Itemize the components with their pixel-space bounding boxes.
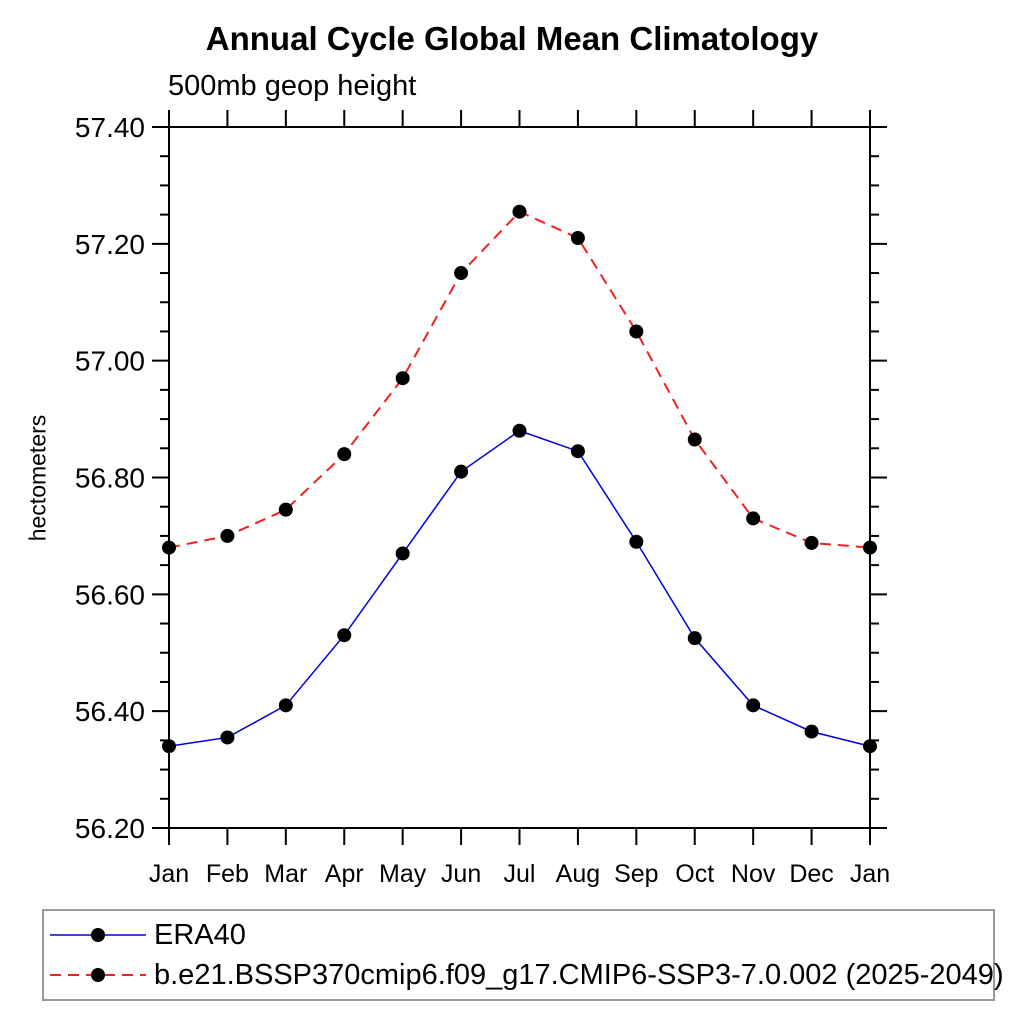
data-point-era40-may-4 [395, 546, 410, 561]
y-axis-tick-label: 57.40 [75, 112, 145, 143]
data-point-era40-mar-2 [278, 698, 293, 713]
data-point-model-mar-2 [278, 502, 293, 517]
y-axis-tick-label: 56.60 [75, 579, 145, 610]
data-point-era40-jul-6 [512, 423, 527, 438]
x-axis-tick-label: May [379, 860, 427, 888]
x-axis-tick-label: Apr [325, 860, 364, 888]
y-axis-tick-label: 56.20 [75, 813, 145, 844]
axis-frame [168, 126, 871, 829]
x-axis-tick-label: Jan [850, 860, 890, 888]
data-point-era40-nov-10 [746, 698, 761, 713]
data-point-era40-jun-5 [454, 464, 469, 479]
legend-marker-model [91, 968, 105, 982]
chart-title: Annual Cycle Global Mean Climatology [205, 20, 819, 57]
data-point-model-sep-8 [629, 324, 644, 339]
x-axis-tick-label: Oct [675, 860, 714, 888]
x-axis-tick-label: Aug [556, 860, 600, 888]
data-point-era40-aug-7 [570, 444, 585, 459]
legend-key-era40-line-sample [50, 928, 146, 942]
series-line-model [168, 210, 871, 549]
x-axis-tick-label: Sep [614, 860, 658, 888]
data-point-era40-oct-9 [687, 631, 702, 646]
x-axis-tick-label: Mar [264, 860, 307, 888]
data-point-era40-sep-8 [629, 534, 644, 549]
data-point-era40-jan-12 [863, 739, 877, 754]
data-point-model-jun-5 [454, 266, 469, 281]
series-line-era40 [168, 429, 871, 747]
legend-label-era40: ERA40 [154, 918, 246, 951]
data-point-model-jan-12 [863, 540, 877, 555]
legend-label-model: b.e21.BSSP370cmip6.f09_g17.CMIP6-SSP3-7.… [154, 958, 1004, 991]
legend-item-model: b.e21.BSSP370cmip6.f09_g17.CMIP6-SSP3-7.… [48, 956, 1004, 994]
data-point-model-dec-11 [804, 535, 819, 550]
data-point-model-apr-3 [337, 447, 352, 462]
data-point-era40-dec-11 [804, 724, 819, 739]
data-point-model-jul-6 [512, 204, 527, 219]
data-point-model-oct-9 [687, 432, 702, 447]
legend: ERA40 b.e21.BSSP370cmip6.f09_g17.CMIP6-S… [42, 909, 1004, 1001]
data-point-model-may-4 [395, 371, 410, 386]
legend-key-model-line-sample [50, 968, 146, 982]
legend-item-era40: ERA40 [48, 916, 993, 954]
y-axis-tick-label: 57.20 [75, 229, 145, 260]
x-axis-tick-label: Feb [206, 860, 249, 888]
chart-subtitle: 500mb geop height [168, 70, 417, 102]
data-point-era40-apr-3 [337, 628, 352, 643]
x-axis-tick-label: Jan [149, 860, 189, 888]
data-point-era40-jan-0 [162, 739, 176, 754]
data-point-era40-feb-1 [220, 730, 235, 745]
legend-marker-era40 [91, 928, 105, 942]
x-axis-tick-label: Dec [789, 860, 833, 888]
x-axis-tick-label: Jul [504, 860, 536, 888]
data-point-model-feb-1 [220, 528, 235, 543]
data-point-model-jan-0 [162, 540, 176, 555]
data-point-model-nov-10 [746, 511, 761, 526]
y-axis-tick-label: 56.80 [75, 463, 145, 494]
x-axis-tick-label: Nov [731, 860, 776, 888]
data-point-model-aug-7 [570, 230, 585, 245]
x-axis-tick-label: Jun [441, 860, 481, 888]
y-axis-tick-label: 56.40 [75, 696, 145, 727]
y-axis-tick-label: 57.00 [75, 346, 145, 377]
